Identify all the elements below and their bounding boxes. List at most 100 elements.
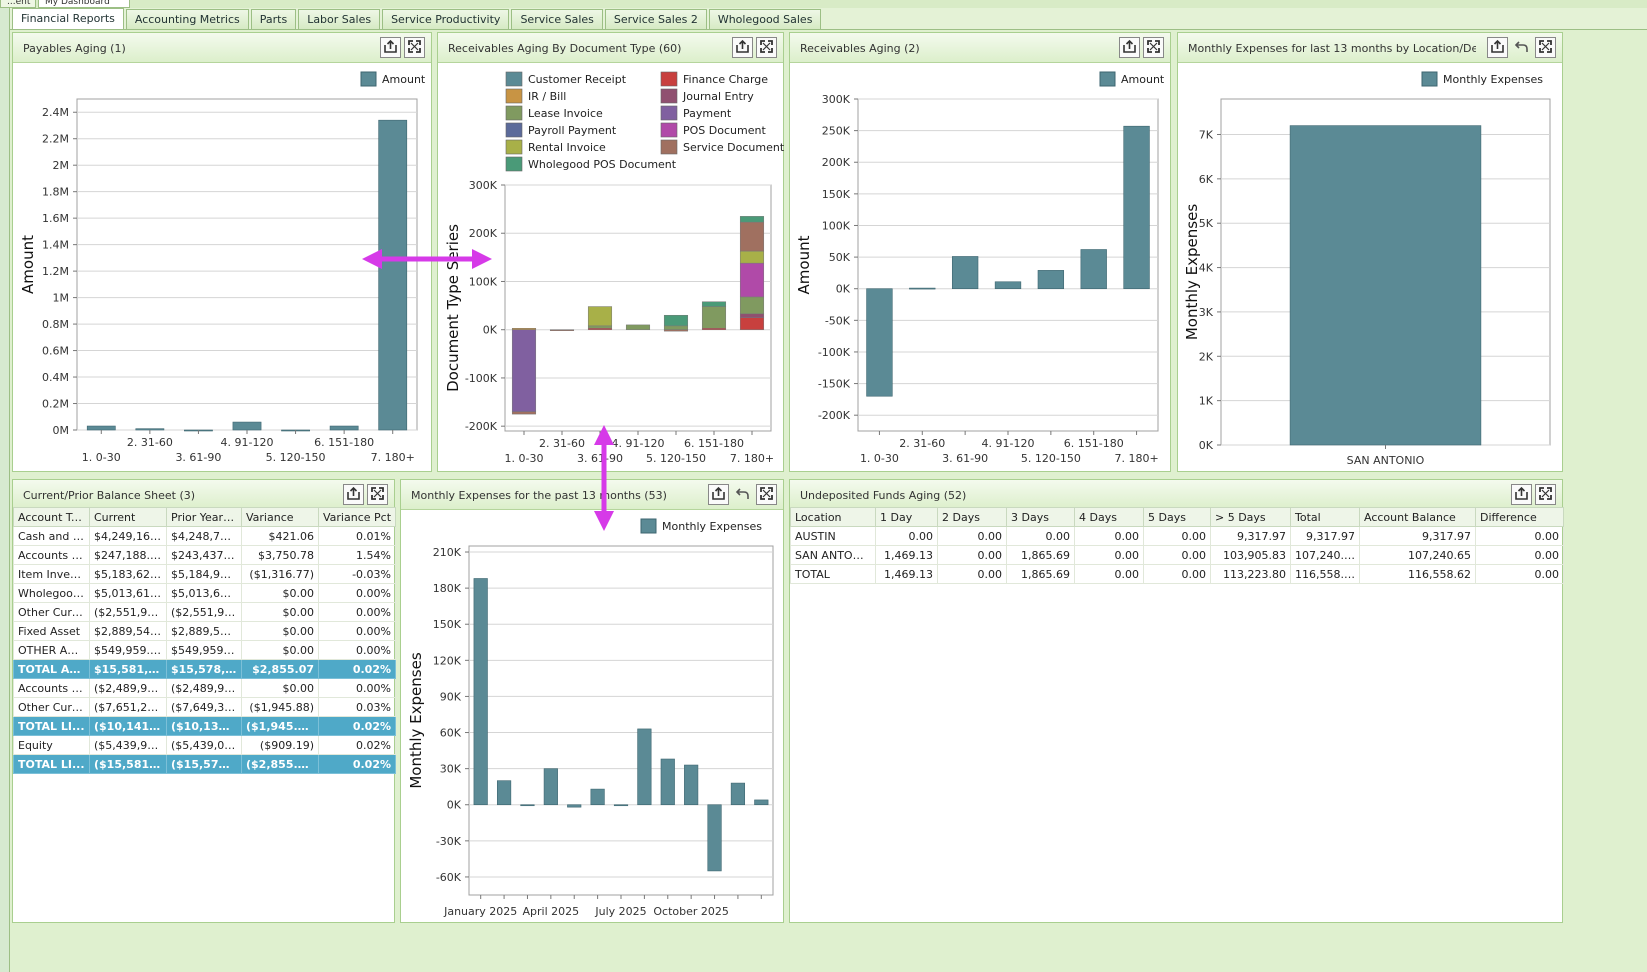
bar[interactable]	[1289, 125, 1482, 446]
export-button[interactable]	[380, 37, 401, 58]
maximize-button[interactable]	[367, 484, 388, 505]
bar-segment[interactable]	[701, 301, 727, 307]
tab-service-sales[interactable]: Service Sales	[511, 9, 603, 29]
tab-service-sales-2[interactable]: Service Sales 2	[604, 9, 707, 29]
bar-segment[interactable]	[739, 250, 765, 264]
export-button[interactable]	[732, 37, 753, 58]
bar-segment[interactable]	[739, 296, 765, 315]
bar-segment[interactable]	[663, 329, 689, 332]
maximize-button[interactable]	[756, 484, 777, 505]
bar[interactable]	[660, 758, 675, 806]
bar-segment[interactable]	[663, 325, 689, 330]
column-header[interactable]: Variance Pct	[318, 507, 396, 527]
column-header[interactable]: 5 Days	[1143, 507, 1211, 527]
bar[interactable]	[1037, 270, 1065, 290]
column-header[interactable]: Prior Year End	[166, 507, 242, 527]
tab-parts[interactable]: Parts	[250, 9, 297, 29]
column-header[interactable]: 1 Day	[875, 507, 938, 527]
bar-segment[interactable]	[549, 329, 575, 331]
bar[interactable]	[866, 288, 893, 397]
bar[interactable]	[590, 788, 605, 806]
bar-segment[interactable]	[587, 325, 613, 329]
maximize-button[interactable]	[1535, 484, 1556, 505]
table-row[interactable]: Equity ($5,439,970... ($5,439,061... ($909.…	[13, 735, 396, 755]
table-row[interactable]: Accounts Pa... ($2,489,933... ($2,489,933.…	[13, 678, 396, 698]
table-row[interactable]: TOTAL 1,469.13 0.00 1,865.69 0.00 0.00 113,223…	[790, 564, 1564, 584]
top-tab-previous[interactable]: ...ent	[0, 0, 36, 8]
bar[interactable]	[232, 421, 262, 431]
table-row[interactable]: Fixed Asset$2,889,540.87$2,889,540.87$0.…	[13, 621, 396, 641]
bar[interactable]	[86, 425, 116, 431]
bar[interactable]	[684, 764, 699, 806]
maximize-button[interactable]	[1535, 37, 1556, 58]
bar[interactable]	[1123, 125, 1150, 290]
bar[interactable]	[378, 119, 408, 431]
export-button[interactable]	[1119, 37, 1140, 58]
bar[interactable]	[909, 287, 936, 290]
export-button[interactable]	[343, 484, 364, 505]
bar-segment[interactable]	[511, 411, 537, 415]
bar[interactable]	[994, 281, 1022, 290]
bar-segment[interactable]	[587, 306, 613, 327]
export-button[interactable]	[1487, 37, 1508, 58]
undo-button[interactable]	[1511, 37, 1532, 58]
table-row[interactable]: TOTAL LI...($10,141,2...($10,139,2...($1…	[13, 716, 396, 736]
column-header[interactable]: 4 Days	[1074, 507, 1144, 527]
table-row[interactable]: Other Curre... ($7,651,275... ($7,649,330.…	[13, 697, 396, 717]
export-button[interactable]	[708, 484, 729, 505]
column-header[interactable]: Location	[790, 507, 876, 527]
column-header[interactable]: > 5 Days	[1210, 507, 1291, 527]
table-row[interactable]: OTHER ASSET $549,959.75 $549,959.75 $0.00 0.…	[13, 640, 396, 660]
table-row[interactable]: SAN ANTONIO 1,469.13 0.00 1,865.69 0.00 0.00 1…	[790, 545, 1564, 565]
bar[interactable]	[543, 768, 558, 806]
bar[interactable]	[730, 782, 746, 806]
bar[interactable]	[613, 804, 629, 807]
bar[interactable]	[473, 578, 488, 806]
table-row[interactable]: Other Curre... ($2,551,913... ($2,551,913.…	[13, 602, 396, 622]
maximize-button[interactable]	[756, 37, 777, 58]
maximize-button[interactable]	[1143, 37, 1164, 58]
column-header[interactable]: Difference	[1475, 507, 1564, 527]
bar[interactable]	[520, 804, 535, 807]
tab-accounting-metrics[interactable]: Accounting Metrics	[125, 9, 249, 29]
undo-button[interactable]	[732, 484, 753, 505]
table-row[interactable]: TOTAL LI...($15,581,1...($15,578,3...($2…	[13, 754, 396, 774]
bar-segment[interactable]	[511, 329, 537, 412]
table-row[interactable]: TOTAL AS... $15,581,1... $15,578,3... $2,85…	[13, 659, 396, 679]
bar-segment[interactable]	[663, 314, 689, 327]
column-header[interactable]: Variance	[241, 507, 319, 527]
column-header[interactable]: Current	[89, 507, 167, 527]
bar-segment[interactable]	[739, 317, 765, 330]
tab-labor-sales[interactable]: Labor Sales	[298, 9, 381, 29]
bar[interactable]	[951, 256, 979, 290]
maximize-button[interactable]	[404, 37, 425, 58]
bar[interactable]	[637, 728, 652, 806]
bar[interactable]	[754, 799, 769, 806]
table-row[interactable]: Cash and Ca...$4,249,160.88$4,248,739.82…	[13, 526, 396, 546]
bar[interactable]	[329, 425, 359, 431]
bar-segment[interactable]	[739, 262, 765, 298]
bar[interactable]	[707, 804, 722, 872]
bar-segment[interactable]	[701, 306, 727, 329]
bar[interactable]	[567, 804, 582, 808]
table-row[interactable]: Accounts Re... $247,188.26 $243,437.48 $3,7…	[13, 545, 396, 565]
export-button[interactable]	[1511, 484, 1532, 505]
bar[interactable]	[496, 780, 512, 806]
top-tab-my-dashboard[interactable]: My Dashboard	[38, 0, 130, 8]
table-row[interactable]: Wholegoods ...$5,013,618.20$5,013,618.20…	[13, 583, 396, 603]
tab-wholegood-sales[interactable]: Wholegood Sales	[708, 9, 822, 29]
column-header[interactable]: Total	[1290, 507, 1360, 527]
bar[interactable]	[135, 428, 165, 431]
column-header[interactable]: Account Type	[13, 507, 90, 527]
column-header[interactable]: Account Balance	[1359, 507, 1476, 527]
table-row[interactable]: AUSTIN 0.00 0.00 0.00 0.00 0.00 9,317.97 9,317.…	[790, 526, 1564, 546]
table-row[interactable]: Item Invento...$5,183,625.45$5,184,942.2…	[13, 564, 396, 584]
bar-segment[interactable]	[739, 313, 765, 318]
tab-financial-reports[interactable]: Financial Reports	[12, 8, 124, 30]
column-header[interactable]: 2 Days	[937, 507, 1007, 527]
column-header[interactable]: 3 Days	[1006, 507, 1075, 527]
tab-service-productivity[interactable]: Service Productivity	[382, 9, 510, 29]
bar-segment[interactable]	[739, 221, 765, 252]
bar-segment[interactable]	[625, 324, 651, 330]
bar-segment[interactable]	[739, 216, 765, 223]
